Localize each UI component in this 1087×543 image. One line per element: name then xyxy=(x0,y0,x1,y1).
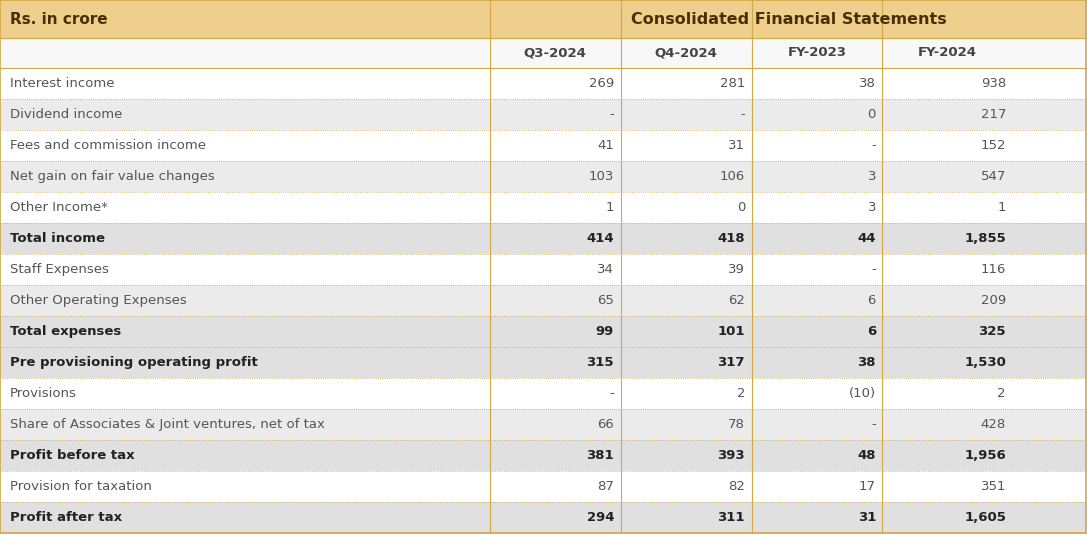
Text: Profit before tax: Profit before tax xyxy=(10,449,135,462)
Text: 1,855: 1,855 xyxy=(964,232,1005,245)
Text: 106: 106 xyxy=(720,170,745,183)
Text: 34: 34 xyxy=(597,263,614,276)
Text: 99: 99 xyxy=(596,325,614,338)
Text: 31: 31 xyxy=(858,511,876,524)
Bar xyxy=(0,0,1087,38)
Bar xyxy=(0,99,1087,130)
Text: -: - xyxy=(872,418,876,431)
Bar xyxy=(0,192,1087,223)
Text: Q4-2024: Q4-2024 xyxy=(654,47,717,60)
Text: Provisions: Provisions xyxy=(10,387,77,400)
Text: 1,605: 1,605 xyxy=(964,511,1005,524)
Text: Q3-2024: Q3-2024 xyxy=(524,47,587,60)
Bar xyxy=(0,38,1087,68)
Text: -: - xyxy=(872,263,876,276)
Text: 48: 48 xyxy=(858,449,876,462)
Text: 1: 1 xyxy=(998,201,1005,214)
Text: Staff Expenses: Staff Expenses xyxy=(10,263,109,276)
Text: 41: 41 xyxy=(597,139,614,152)
Text: 66: 66 xyxy=(597,418,614,431)
Text: 82: 82 xyxy=(728,480,745,493)
Text: 44: 44 xyxy=(858,232,876,245)
Text: Net gain on fair value changes: Net gain on fair value changes xyxy=(10,170,215,183)
Text: Other Income*: Other Income* xyxy=(10,201,108,214)
Text: 87: 87 xyxy=(597,480,614,493)
Text: 414: 414 xyxy=(586,232,614,245)
Text: 103: 103 xyxy=(589,170,614,183)
Text: -: - xyxy=(740,108,745,121)
Text: Share of Associates & Joint ventures, net of tax: Share of Associates & Joint ventures, ne… xyxy=(10,418,325,431)
Text: Consolidated Financial Statements: Consolidated Financial Statements xyxy=(630,11,947,27)
Text: 31: 31 xyxy=(728,139,745,152)
Bar xyxy=(0,409,1087,440)
Text: 294: 294 xyxy=(587,511,614,524)
Text: 39: 39 xyxy=(728,263,745,276)
Text: 152: 152 xyxy=(980,139,1005,152)
Text: 311: 311 xyxy=(717,511,745,524)
Text: Pre provisioning operating profit: Pre provisioning operating profit xyxy=(10,356,258,369)
Text: 78: 78 xyxy=(728,418,745,431)
Text: 325: 325 xyxy=(978,325,1005,338)
Text: 1,530: 1,530 xyxy=(964,356,1005,369)
Text: Total income: Total income xyxy=(10,232,105,245)
Text: 351: 351 xyxy=(980,480,1005,493)
Bar xyxy=(0,316,1087,347)
Text: Provision for taxation: Provision for taxation xyxy=(10,480,152,493)
Bar xyxy=(0,502,1087,533)
Text: (10): (10) xyxy=(849,387,876,400)
Text: Total expenses: Total expenses xyxy=(10,325,122,338)
Text: -: - xyxy=(609,108,614,121)
Text: Rs. in crore: Rs. in crore xyxy=(10,11,108,27)
Text: 315: 315 xyxy=(587,356,614,369)
Bar xyxy=(0,130,1087,161)
Text: Fees and commission income: Fees and commission income xyxy=(10,139,207,152)
Text: 62: 62 xyxy=(728,294,745,307)
Text: 65: 65 xyxy=(597,294,614,307)
Text: 269: 269 xyxy=(589,77,614,90)
Text: 3: 3 xyxy=(867,170,876,183)
Text: 1: 1 xyxy=(605,201,614,214)
Text: 2: 2 xyxy=(737,387,745,400)
Text: 217: 217 xyxy=(980,108,1005,121)
Text: Interest income: Interest income xyxy=(10,77,114,90)
Text: 3: 3 xyxy=(867,201,876,214)
Text: 0: 0 xyxy=(737,201,745,214)
Text: 547: 547 xyxy=(980,170,1005,183)
Text: 6: 6 xyxy=(867,294,876,307)
Text: -: - xyxy=(872,139,876,152)
Text: 393: 393 xyxy=(717,449,745,462)
Bar xyxy=(0,440,1087,471)
Bar xyxy=(0,285,1087,316)
Text: FY-2023: FY-2023 xyxy=(787,47,847,60)
Text: 0: 0 xyxy=(867,108,876,121)
Text: 6: 6 xyxy=(866,325,876,338)
Bar xyxy=(0,378,1087,409)
Text: 101: 101 xyxy=(717,325,745,338)
Bar xyxy=(0,161,1087,192)
Text: 938: 938 xyxy=(980,77,1005,90)
Bar xyxy=(0,347,1087,378)
Text: 1,956: 1,956 xyxy=(964,449,1005,462)
Text: FY-2024: FY-2024 xyxy=(917,47,976,60)
Text: 381: 381 xyxy=(586,449,614,462)
Text: 116: 116 xyxy=(980,263,1005,276)
Text: 281: 281 xyxy=(720,77,745,90)
Bar xyxy=(0,223,1087,254)
Text: 209: 209 xyxy=(980,294,1005,307)
Text: -: - xyxy=(609,387,614,400)
Text: 428: 428 xyxy=(980,418,1005,431)
Text: 317: 317 xyxy=(717,356,745,369)
Text: Dividend income: Dividend income xyxy=(10,108,123,121)
Text: 418: 418 xyxy=(717,232,745,245)
Bar xyxy=(0,471,1087,502)
Text: 2: 2 xyxy=(998,387,1005,400)
Text: 38: 38 xyxy=(858,356,876,369)
Text: 38: 38 xyxy=(859,77,876,90)
Bar xyxy=(0,68,1087,99)
Text: Profit after tax: Profit after tax xyxy=(10,511,122,524)
Text: Other Operating Expenses: Other Operating Expenses xyxy=(10,294,187,307)
Text: 17: 17 xyxy=(859,480,876,493)
Bar xyxy=(0,254,1087,285)
